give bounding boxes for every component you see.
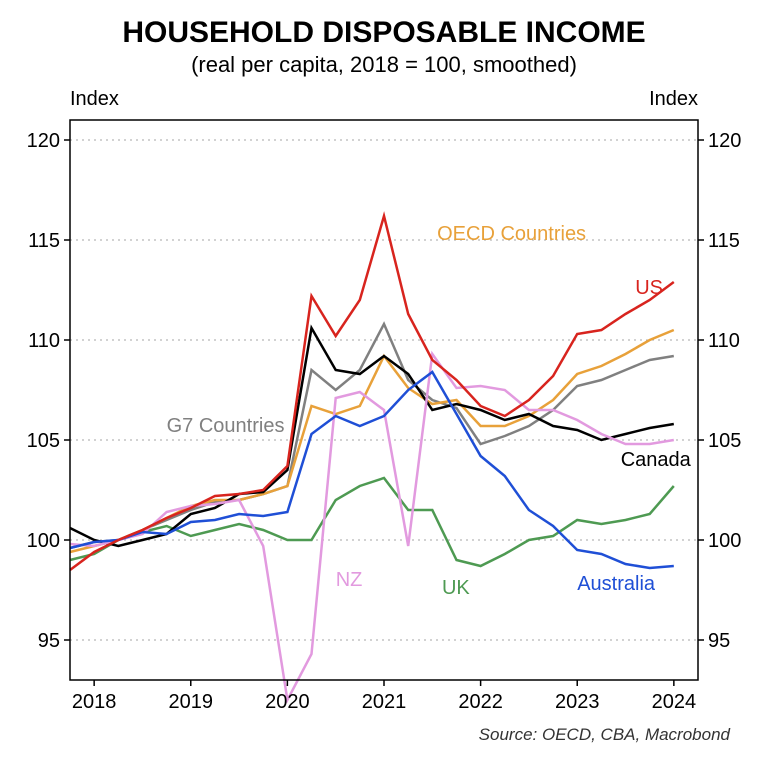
x-tick: 2019 — [169, 691, 214, 713]
y-tick-right: 115 — [708, 230, 740, 252]
y-tick-left: 115 — [28, 230, 60, 252]
y-tick-left: 120 — [27, 130, 60, 152]
label-nz: NZ — [336, 569, 363, 591]
x-tick: 2022 — [458, 691, 503, 713]
label-oecd: OECD Countries — [437, 223, 586, 245]
x-tick: 2020 — [265, 691, 310, 713]
series-group — [70, 216, 674, 700]
y-tick-right: 110 — [708, 330, 740, 352]
x-ticks: 2018 2019 2020 2021 2022 2023 2024 — [72, 680, 696, 713]
y-tick-left: 100 — [27, 530, 60, 552]
source-text: Source: OECD, CBA, Macrobond — [479, 725, 731, 744]
y-tick-left: 110 — [28, 330, 60, 352]
series-labels: G7 Countries UK OECD Countries Canada NZ Aust… — [167, 223, 692, 599]
chart-title: HOUSEHOLD DISPOSABLE INCOME — [122, 16, 645, 49]
y-tick-right: 100 — [708, 530, 741, 552]
y-ticks-left: 95 100 105 110 115 120 — [27, 130, 70, 652]
y-tick-right: 105 — [708, 430, 741, 452]
series-g7 — [70, 324, 674, 548]
chart-subtitle: (real per capita, 2018 = 100, smoothed) — [191, 52, 577, 77]
label-canada: Canada — [621, 449, 692, 471]
x-tick: 2021 — [362, 691, 407, 713]
y-tick-left: 105 — [27, 430, 60, 452]
plot-frame — [70, 120, 698, 680]
series-canada — [70, 328, 674, 546]
x-tick: 2024 — [652, 691, 697, 713]
label-uk: UK — [442, 577, 470, 599]
y-tick-left: 95 — [38, 630, 60, 652]
label-us: US — [635, 277, 663, 299]
y-axis-label-left: Index — [70, 88, 119, 110]
y-ticks-right: 95 100 105 110 115 120 — [698, 130, 741, 652]
label-australia: Australia — [577, 573, 656, 595]
y-tick-right: 120 — [708, 130, 741, 152]
label-g7: G7 Countries — [167, 415, 285, 437]
line-chart: HOUSEHOLD DISPOSABLE INCOME (real per ca… — [0, 0, 768, 768]
y-axis-label-right: Index — [649, 88, 698, 110]
x-tick: 2018 — [72, 691, 117, 713]
y-tick-right: 95 — [708, 630, 730, 652]
x-tick: 2023 — [555, 691, 600, 713]
